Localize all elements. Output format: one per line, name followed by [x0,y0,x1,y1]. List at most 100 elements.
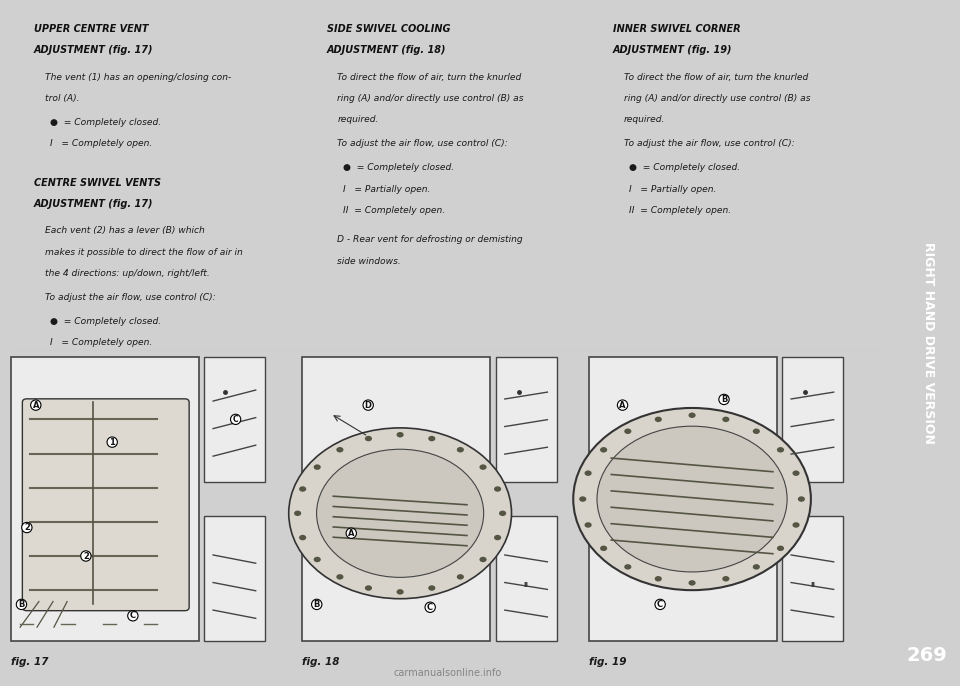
Circle shape [579,497,587,502]
Text: C: C [233,415,238,424]
Circle shape [294,510,301,516]
Text: The vent (1) has an opening/closing con-: The vent (1) has an opening/closing con- [45,73,231,82]
Text: 1: 1 [109,438,115,447]
Circle shape [624,429,632,434]
Text: C: C [130,611,136,620]
Text: 269: 269 [907,646,948,665]
Text: ADJUSTMENT (fig. 17): ADJUSTMENT (fig. 17) [34,199,154,209]
Text: I   = Completely open.: I = Completely open. [50,338,153,347]
Bar [11,357,199,641]
Circle shape [494,486,501,492]
Text: 2: 2 [83,552,89,560]
Circle shape [600,447,608,453]
Circle shape [585,471,591,476]
FancyBboxPatch shape [22,399,189,611]
Bar [782,516,843,641]
Text: SIDE SWIVEL COOLING: SIDE SWIVEL COOLING [326,24,450,34]
Circle shape [314,557,321,563]
Circle shape [722,576,730,582]
Text: ●  = Completely closed.: ● = Completely closed. [50,317,161,326]
Circle shape [499,510,506,516]
Text: trol (A).: trol (A). [45,94,80,103]
Circle shape [457,574,464,580]
Circle shape [317,449,484,578]
Circle shape [777,545,784,551]
Circle shape [314,464,321,470]
Text: II: II [810,582,815,588]
Text: D: D [365,401,372,410]
Text: A: A [33,401,39,410]
Text: side windows.: side windows. [337,257,401,265]
Circle shape [722,416,730,422]
Text: ring (A) and/or directly use control (B) as: ring (A) and/or directly use control (B)… [337,94,524,103]
Text: ADJUSTMENT (fig. 17): ADJUSTMENT (fig. 17) [34,45,154,56]
Circle shape [792,522,800,528]
Circle shape [597,426,787,572]
Circle shape [688,412,696,418]
Bar [204,516,265,641]
Circle shape [428,585,436,591]
Text: fig. 17: fig. 17 [11,657,48,667]
Text: 2: 2 [24,523,30,532]
Circle shape [365,585,372,591]
Text: CENTRE SWIVEL VENTS: CENTRE SWIVEL VENTS [34,178,161,188]
Circle shape [688,580,696,586]
Circle shape [792,471,800,476]
Text: I   = Partially open.: I = Partially open. [343,185,430,193]
Text: B: B [721,395,727,404]
Circle shape [479,464,487,470]
Text: fig. 18: fig. 18 [302,657,340,667]
Circle shape [336,447,344,453]
Text: required.: required. [337,115,378,124]
Text: the 4 directions: up/down, right/left.: the 4 directions: up/down, right/left. [45,269,209,278]
Text: II: II [523,582,529,588]
Text: B: B [18,600,25,609]
Circle shape [494,535,501,541]
Text: ADJUSTMENT (fig. 18): ADJUSTMENT (fig. 18) [326,45,446,56]
Circle shape [573,408,811,590]
Bar [302,357,491,641]
Text: To adjust the air flow, use control (C):: To adjust the air flow, use control (C): [624,139,794,148]
Text: I   = Completely open.: I = Completely open. [50,139,153,148]
Text: required.: required. [624,115,665,124]
Text: To adjust the air flow, use control (C):: To adjust the air flow, use control (C): [45,293,215,302]
Text: A: A [619,401,626,410]
Text: To direct the flow of air, turn the knurled: To direct the flow of air, turn the knur… [337,73,521,82]
Circle shape [655,576,661,582]
Text: fig. 19: fig. 19 [588,657,626,667]
Circle shape [365,436,372,441]
Text: C: C [657,600,663,609]
Circle shape [798,497,804,502]
Text: RIGHT HAND DRIVE VERSION: RIGHT HAND DRIVE VERSION [923,242,935,444]
Circle shape [396,432,404,438]
Circle shape [300,535,306,541]
Circle shape [457,447,464,453]
Text: Each vent (2) has a lever (B) which: Each vent (2) has a lever (B) which [45,226,204,235]
Circle shape [428,436,436,441]
Bar [782,357,843,482]
Text: ADJUSTMENT (fig. 19): ADJUSTMENT (fig. 19) [612,45,732,56]
Text: C: C [427,603,433,612]
Text: carmanualsonline.info: carmanualsonline.info [394,667,501,678]
Text: II  = Completely open.: II = Completely open. [343,206,444,215]
Circle shape [479,557,487,563]
Circle shape [655,416,661,422]
Circle shape [585,522,591,528]
Bar [588,357,777,641]
Text: ●  = Completely closed.: ● = Completely closed. [343,163,454,172]
Text: ring (A) and/or directly use control (B) as: ring (A) and/or directly use control (B)… [624,94,810,103]
Text: ●  = Completely closed.: ● = Completely closed. [629,163,740,172]
Circle shape [289,428,512,599]
Text: B: B [314,600,320,609]
Text: makes it possible to direct the flow of air in: makes it possible to direct the flow of … [45,248,243,257]
Text: II  = Completely open.: II = Completely open. [629,206,732,215]
Text: INNER SWIVEL CORNER: INNER SWIVEL CORNER [612,24,740,34]
Circle shape [336,574,344,580]
Circle shape [624,564,632,569]
Text: UPPER CENTRE VENT: UPPER CENTRE VENT [34,24,149,34]
Text: ●  = Completely closed.: ● = Completely closed. [50,118,161,127]
Circle shape [600,545,608,551]
Text: To direct the flow of air, turn the knurled: To direct the flow of air, turn the knur… [624,73,808,82]
Circle shape [753,429,760,434]
Text: I   = Partially open.: I = Partially open. [629,185,716,193]
